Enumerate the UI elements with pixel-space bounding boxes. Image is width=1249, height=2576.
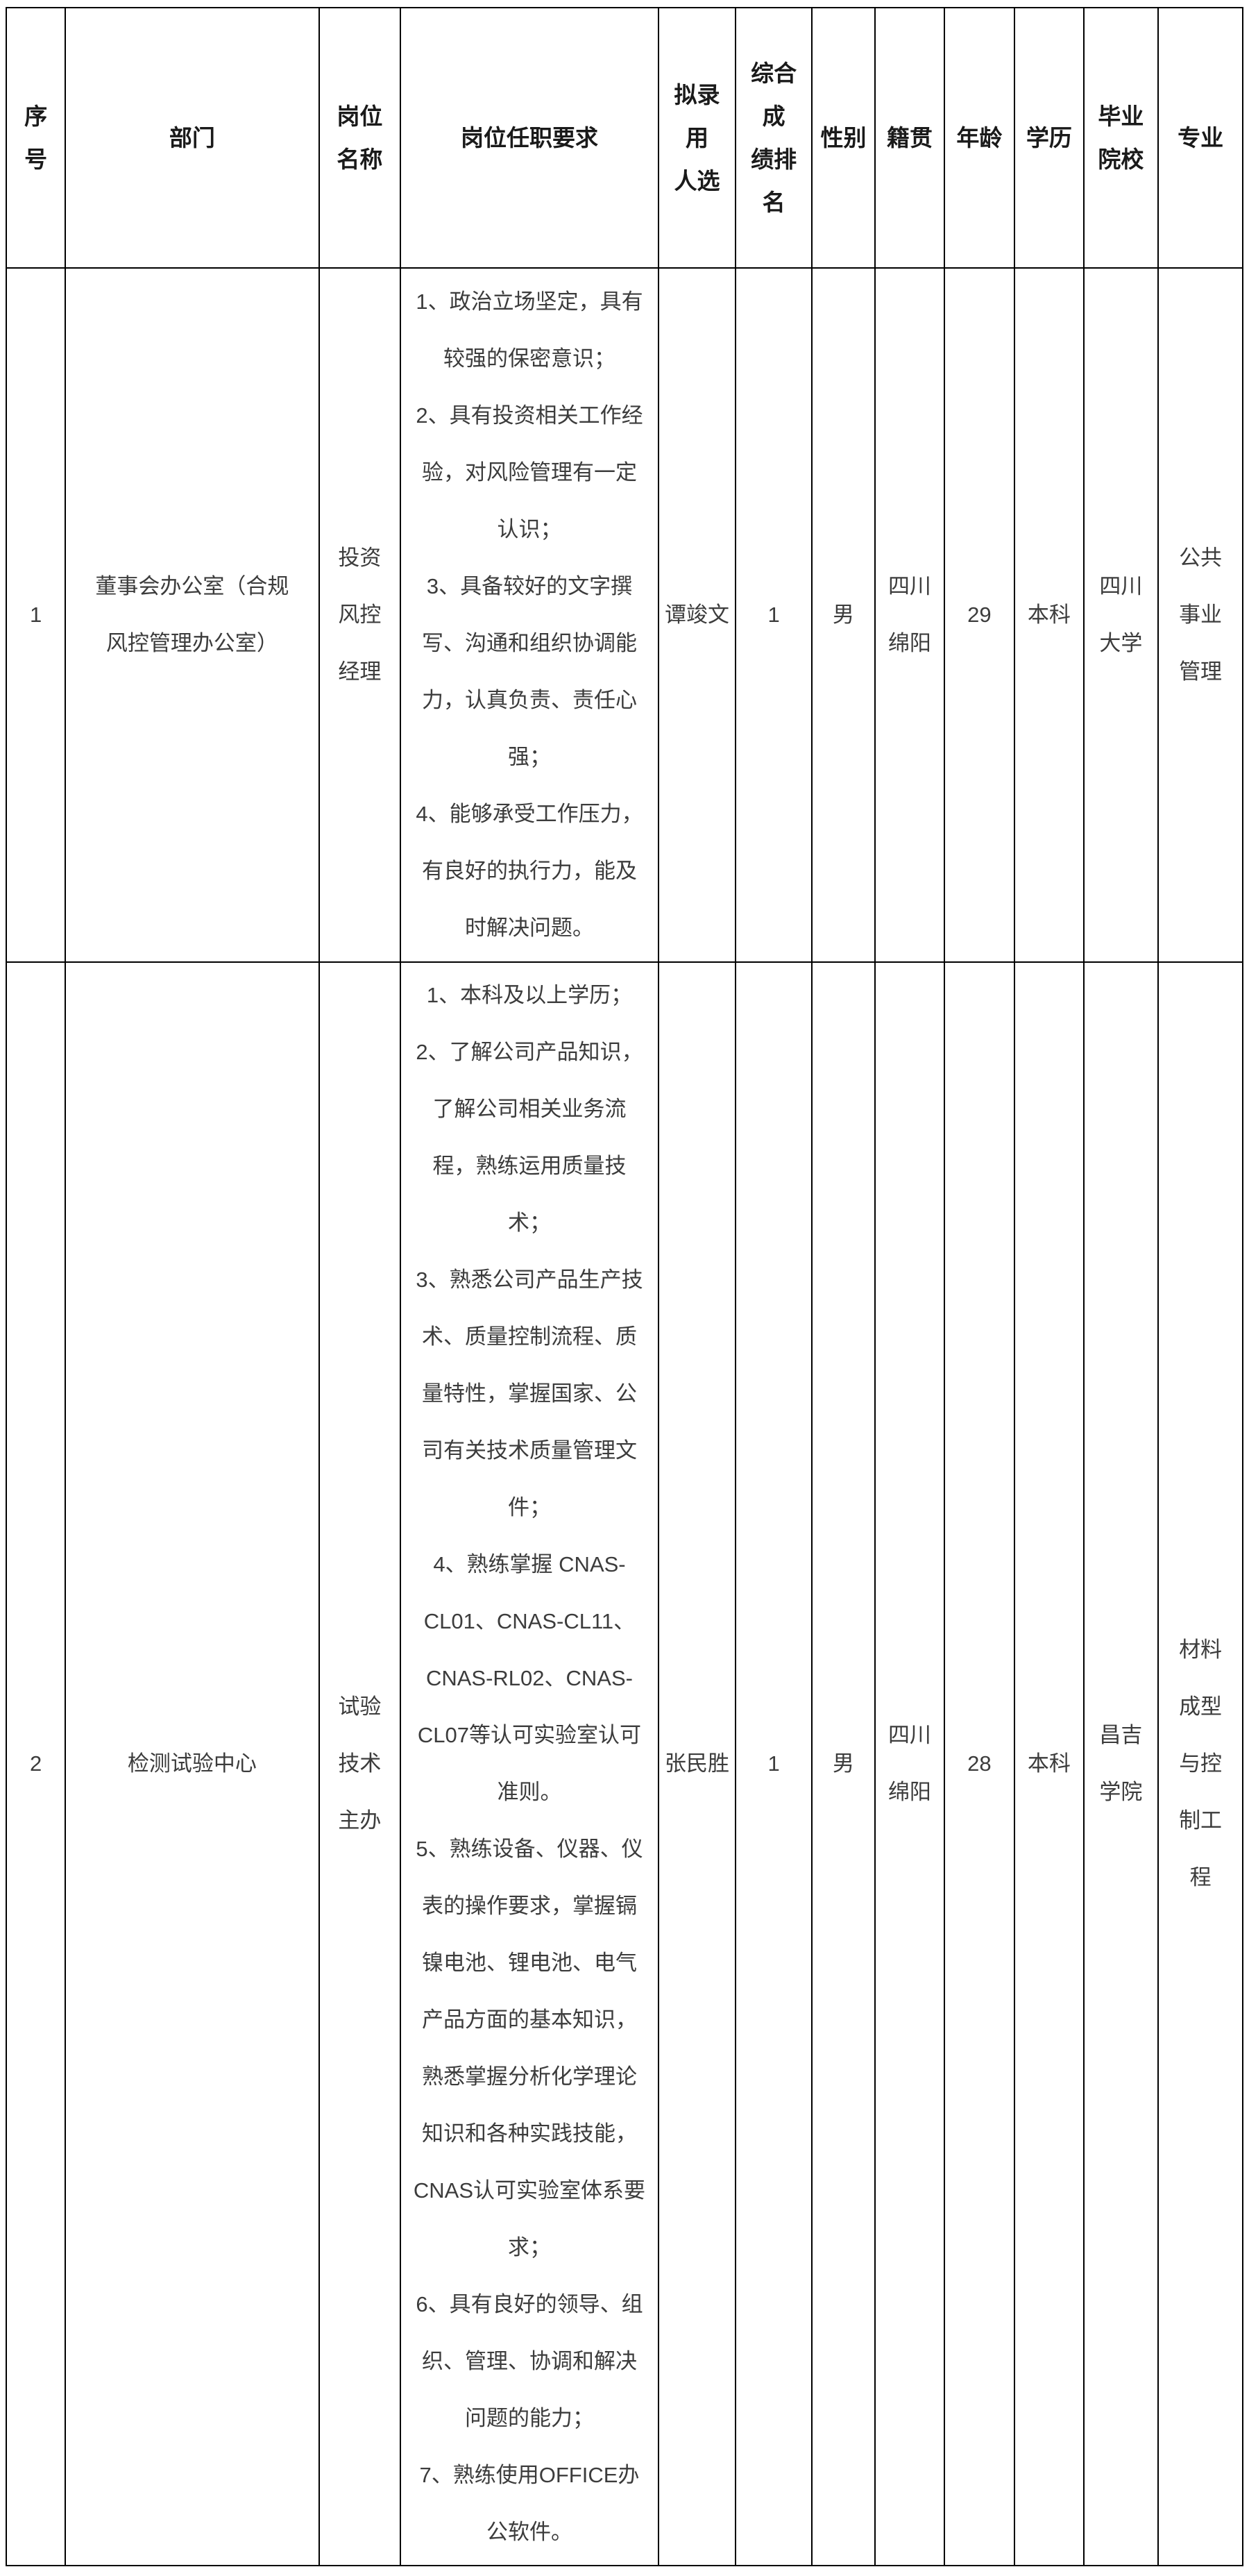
column-header-candidate: 拟录用 人选 — [657, 7, 737, 269]
column-header-age: 年龄 — [943, 7, 1016, 269]
cell-gender: 男 — [810, 267, 876, 963]
column-header-education: 学历 — [1014, 7, 1085, 269]
cell-native-place: 四川 绵阳 — [874, 267, 945, 963]
cell-index: 2 — [5, 961, 67, 2566]
cell-major: 公共 事业 管理 — [1157, 267, 1243, 963]
cell-candidate: 谭竣文 — [657, 267, 737, 963]
column-header-rank: 综合成 绩排名 — [735, 7, 813, 269]
column-header-native-place: 籍贯 — [874, 7, 945, 269]
cell-age: 28 — [943, 961, 1016, 2566]
cell-department: 董事会办公室（合规 风控管理办公室） — [65, 267, 320, 963]
column-header-requirements: 岗位任职要求 — [400, 7, 659, 269]
cell-department: 检测试验中心 — [65, 961, 320, 2566]
cell-candidate: 张民胜 — [657, 961, 737, 2566]
cell-school: 四川 大学 — [1082, 267, 1159, 963]
table-row: 2 检测试验中心 试验 技术 主办 1、本科及以上学历； 2、了解公司产品知识，… — [5, 961, 1243, 2566]
column-header-index: 序 号 — [5, 7, 67, 269]
cell-native-place: 四川 绵阳 — [874, 961, 945, 2566]
cell-school: 昌吉 学院 — [1082, 961, 1159, 2566]
column-header-position: 岗位 名称 — [318, 7, 402, 269]
column-header-department: 部门 — [65, 7, 320, 269]
cell-rank: 1 — [735, 267, 813, 963]
cell-rank: 1 — [735, 961, 813, 2566]
recruitment-publicity-table: 序 号 部门 岗位 名称 岗位任职要求 拟录用 人选 综合成 绩排名 性别 籍贯… — [5, 7, 1243, 2566]
column-header-gender: 性别 — [810, 7, 876, 269]
cell-position: 试验 技术 主办 — [318, 961, 402, 2566]
cell-requirements: 1、政治立场坚定，具有 较强的保密意识； 2、具有投资相关工作经 验，对风险管理… — [400, 267, 659, 963]
cell-age: 29 — [943, 267, 1016, 963]
cell-requirements: 1、本科及以上学历； 2、了解公司产品知识， 了解公司相关业务流 程，熟练运用质… — [400, 961, 659, 2566]
table-row: 1 董事会办公室（合规 风控管理办公室） 投资 风控 经理 1、政治立场坚定，具… — [5, 267, 1243, 963]
cell-position: 投资 风控 经理 — [318, 267, 402, 963]
cell-education: 本科 — [1014, 961, 1085, 2566]
cell-index: 1 — [5, 267, 67, 963]
column-header-major: 专业 — [1157, 7, 1243, 269]
table-header-row: 序 号 部门 岗位 名称 岗位任职要求 拟录用 人选 综合成 绩排名 性别 籍贯… — [5, 7, 1243, 269]
cell-major: 材料 成型 与控 制工 程 — [1157, 961, 1243, 2566]
column-header-school: 毕业 院校 — [1082, 7, 1159, 269]
cell-gender: 男 — [810, 961, 876, 2566]
cell-education: 本科 — [1014, 267, 1085, 963]
